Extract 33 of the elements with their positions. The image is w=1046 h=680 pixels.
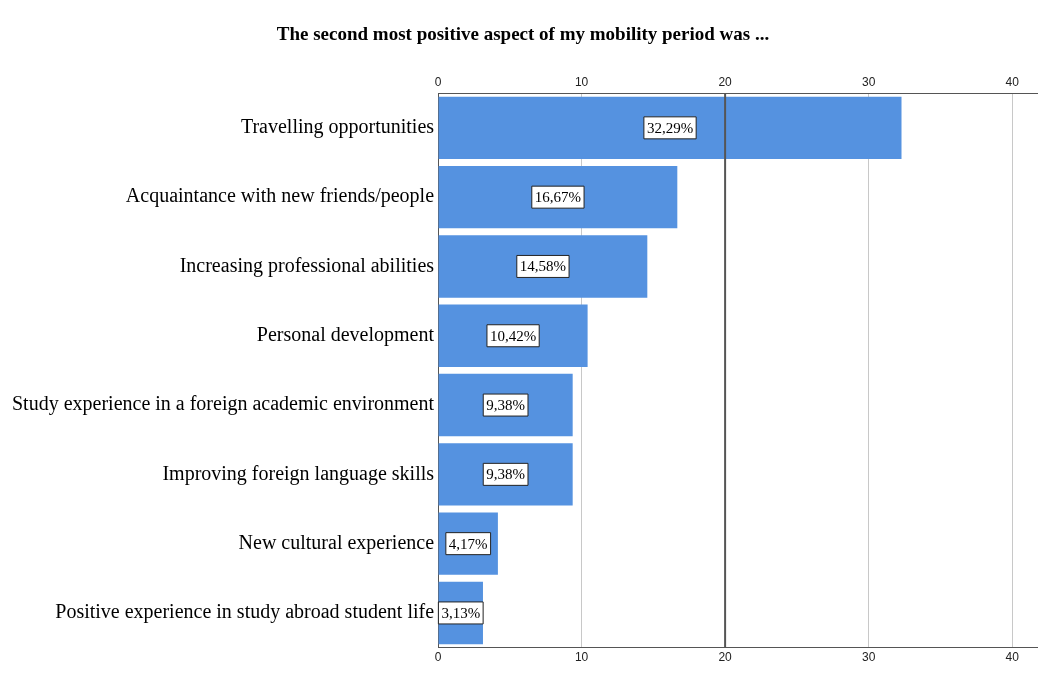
bar (438, 165, 678, 229)
y-tick-label: New cultural experience (238, 530, 435, 554)
y-tick-label: Personal development (256, 323, 435, 346)
data-label: 4,17% (448, 535, 488, 552)
x2-tick-label: 0 (434, 650, 442, 665)
bar (438, 96, 902, 160)
data-label: 10,42% (489, 327, 537, 344)
chart-title: The second most positive aspect of my mobility period was ... (276, 23, 770, 45)
x2-tick-label: 20 (718, 650, 733, 665)
data-label: 3,13% (441, 604, 481, 621)
bar (438, 304, 588, 367)
x-tick-label: 40 (1005, 75, 1020, 90)
bar (438, 373, 573, 437)
y-tick-label: Positive experience in study abroad student life (55, 600, 435, 624)
x-tick-label: 20 (718, 75, 733, 90)
bar (438, 235, 648, 298)
x-tick-label: 0 (434, 75, 442, 90)
y-tick-label: Increasing professional abilities (179, 253, 435, 277)
x2-tick-label: 30 (861, 650, 876, 665)
data-label: 14,58% (519, 258, 567, 275)
data-label: 32,29% (646, 119, 694, 136)
bar (438, 443, 573, 506)
x-tick-label: 30 (861, 75, 876, 90)
x2-tick-label: 10 (574, 650, 589, 665)
y-tick-label: Improving foreign language skills (162, 461, 435, 485)
data-label: 9,38% (486, 466, 525, 483)
y-tick-label: Study experience in a foreign academic environment (11, 392, 435, 416)
y-tick-label: Travelling opportunities (240, 115, 435, 139)
y-tick-label: Acquaintance with new friends/people (125, 184, 435, 208)
data-label: 16,67% (534, 189, 582, 206)
data-label: 9,38% (486, 396, 525, 413)
x2-tick-label: 40 (1005, 650, 1020, 665)
x-tick-label: 10 (574, 75, 589, 90)
